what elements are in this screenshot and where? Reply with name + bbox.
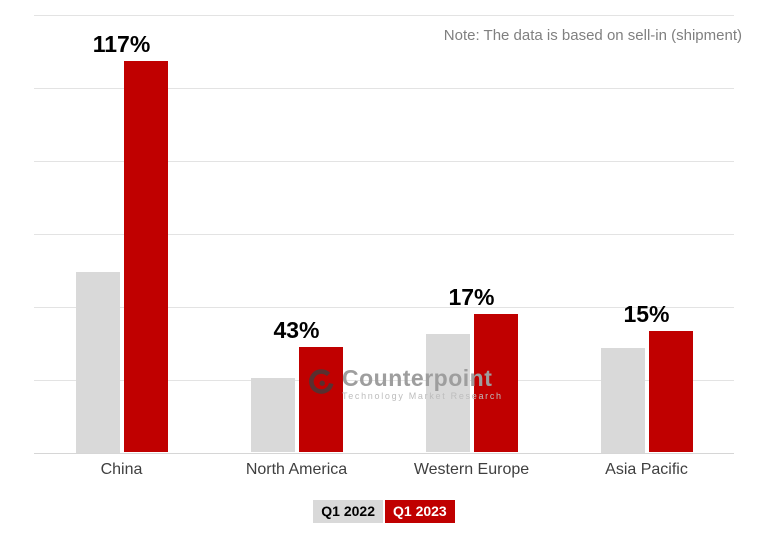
- bar-q1-2023-china: [123, 60, 168, 453]
- legend-item-q1-2022: Q1 2022: [313, 500, 383, 523]
- bar-q1-2023-asia-pacific: [648, 330, 693, 453]
- x-axis-line: [34, 452, 734, 454]
- gridline: [34, 379, 734, 381]
- gridline: [34, 87, 734, 89]
- growth-label-north-america: 43%: [273, 316, 320, 343]
- bar-q1-2022-north-america: [250, 377, 295, 453]
- gridline: [34, 306, 734, 308]
- bar-q1-2022-asia-pacific: [600, 347, 645, 453]
- growth-label-asia-pacific: 15%: [623, 300, 670, 327]
- gridline: [34, 15, 734, 16]
- gridline: [34, 233, 734, 235]
- growth-label-china: 117%: [92, 30, 151, 57]
- gridline: [34, 160, 734, 162]
- note-text: Note: The data is based on sell-in (ship…: [443, 27, 742, 44]
- bar-q1-2023-western-europe: [473, 313, 518, 453]
- category-label-china: China: [100, 461, 143, 478]
- category-label-asia-pacific: Asia Pacific: [605, 461, 688, 478]
- legend: Q1 2022 Q1 2023: [0, 500, 768, 523]
- bar-q1-2022-china: [75, 272, 120, 453]
- category-label-north-america: North America: [245, 461, 348, 478]
- growth-label-western-europe: 17%: [448, 283, 495, 310]
- legend-item-q1-2023: Q1 2023: [385, 500, 455, 523]
- bar-q1-2022-western-europe: [425, 334, 470, 453]
- bar-q1-2023-north-america: [298, 346, 343, 453]
- category-label-western-europe: Western Europe: [413, 461, 530, 478]
